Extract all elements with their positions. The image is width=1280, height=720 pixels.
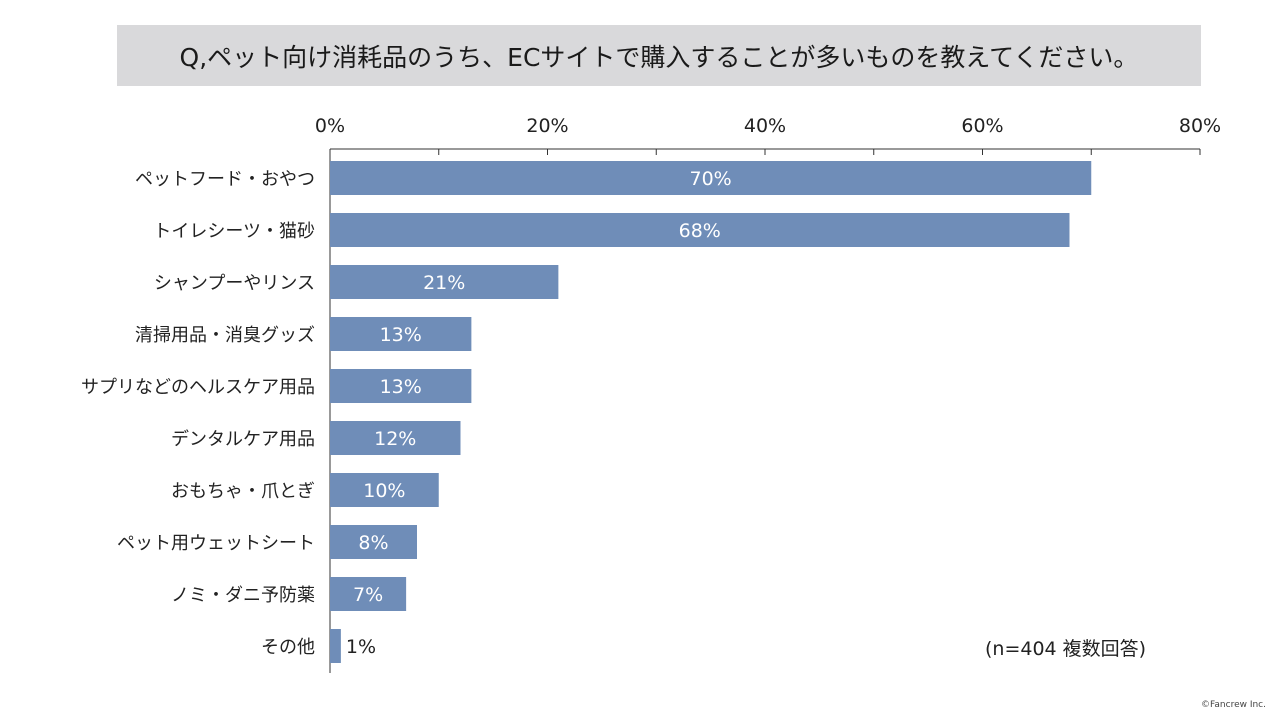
x-tick-label: 0% (315, 115, 345, 137)
data-label: 10% (363, 480, 405, 502)
category-label: その他 (261, 637, 315, 658)
bar (330, 369, 472, 403)
copyright-text: ©Fancrew Inc. (1201, 700, 1266, 710)
bar (330, 525, 417, 559)
data-label: 8% (358, 532, 388, 554)
data-label: 12% (374, 428, 416, 450)
data-label: 21% (423, 272, 465, 294)
bar (330, 473, 439, 507)
bar (330, 421, 461, 455)
x-tick-label: 60% (961, 115, 1003, 137)
data-label: 13% (380, 376, 422, 398)
category-label: 清掃用品・消臭グッズ (135, 325, 315, 346)
category-label: おもちゃ・爪とぎ (171, 481, 315, 502)
chart-title: Q,ペット向け消耗品のうち、ECサイトで購入することが多いものを教えてください。 (179, 42, 1139, 72)
category-label: ペットフード・おやつ (135, 169, 315, 190)
bar (330, 213, 1070, 247)
data-label: 70% (690, 168, 732, 190)
bar (330, 265, 559, 299)
x-tick-label: 80% (1179, 115, 1221, 137)
x-tick-label: 40% (744, 115, 786, 137)
category-label: トイレシーツ・猫砂 (153, 221, 315, 242)
bar (330, 317, 472, 351)
category-label: デンタルケア用品 (171, 429, 315, 450)
category-label: ノミ・ダニ予防薬 (171, 585, 315, 606)
sample-note: (n=404 複数回答) (985, 638, 1147, 660)
data-label: 68% (679, 220, 721, 242)
category-label: ペット用ウェットシート (117, 533, 315, 554)
data-label: 7% (353, 584, 383, 606)
bar (330, 629, 341, 663)
data-label: 1% (346, 636, 376, 658)
bar (330, 161, 1092, 195)
category-label: サプリなどのヘルスケア用品 (81, 377, 315, 398)
x-tick-label: 20% (526, 115, 568, 137)
category-label: シャンプーやリンス (154, 273, 315, 294)
bar (330, 577, 407, 611)
data-label: 13% (380, 324, 422, 346)
chart-title-box: Q,ペット向け消耗品のうち、ECサイトで購入することが多いものを教えてください。 (117, 25, 1201, 86)
